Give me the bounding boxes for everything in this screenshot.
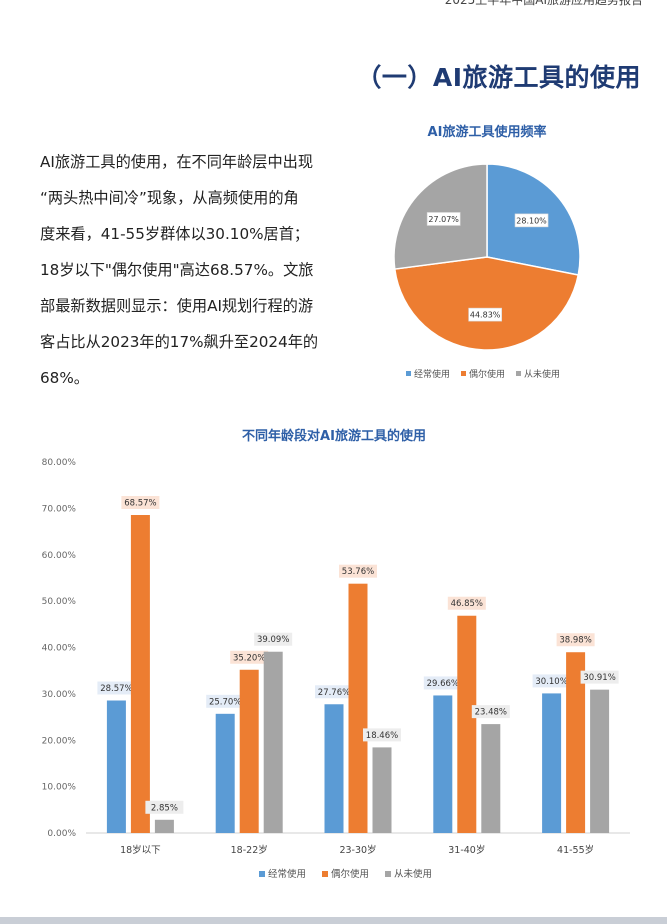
pie-legend-label: 从未使用: [524, 368, 560, 380]
bar-data-label: 30.91%: [583, 673, 615, 683]
y-tick-label: 60.00%: [42, 551, 77, 561]
bar-label-box: [121, 496, 160, 510]
pie-chart: AI旅游工具使用频率 28.10% 44.83% 27.07% 经常使用 偶尔使用 从未…: [393, 124, 581, 380]
bar-chart-title: 不同年龄段对AI旅游工具的使用: [242, 428, 426, 444]
body-paragraph: AI旅游工具的使用，在不同年龄层中出现 “两头热中间冷”现象，从高频使用的角 度…: [40, 144, 360, 396]
x-tick-label: 41-55岁: [557, 844, 594, 856]
pie-data-label: 44.83%: [470, 311, 501, 320]
page-header: 2025上半年中国AI旅游应用趋势报告: [0, 0, 667, 10]
pie-legend-label: 经常使用: [414, 368, 450, 380]
bar-data-label: 38.98%: [559, 636, 591, 646]
bar-legend-label: 偶尔使用: [331, 868, 369, 880]
bar-label-box: [230, 650, 269, 664]
y-tick-label: 20.00%: [42, 736, 77, 746]
bar-label-box: [145, 800, 184, 814]
pie-chart-title: AI旅游工具使用频率: [428, 124, 547, 140]
bar-data-label: 46.85%: [451, 599, 483, 609]
bar-label-box: [254, 632, 293, 646]
page-bottom-bar: [0, 917, 667, 924]
bar-label-box: [532, 674, 571, 688]
pie-legend-label: 偶尔使用: [469, 368, 505, 380]
body-line: 度来看，41-55岁群体以30.10%居首；: [40, 225, 310, 243]
y-tick-label: 70.00%: [42, 504, 77, 514]
pie-legend-swatch: [461, 371, 466, 376]
bar-data-label: 27.76%: [318, 688, 350, 698]
body-line: AI旅游工具的使用，在不同年龄层中出现: [40, 153, 314, 171]
body-line: “两头热中间冷”现象，从高频使用的角: [40, 189, 299, 207]
bar-1: [215, 713, 235, 833]
bar-2: [457, 615, 477, 833]
pie-label-box: [514, 213, 549, 228]
bar-3: [154, 819, 174, 833]
bar-label-box: [423, 676, 462, 690]
bar-marks: 28.57% 68.57% 2.85% 25.70% 35.20% 39.09% 27.76…: [97, 496, 619, 833]
bar-legend-swatch: [259, 871, 265, 877]
bar-label-box: [315, 685, 353, 699]
bar-data-label: 18.46%: [366, 731, 398, 741]
body-line: 68%。: [40, 369, 89, 387]
bar-data-label: 35.20%: [233, 653, 265, 663]
pie-slices: 28.10% 44.83% 27.07%: [393, 163, 581, 351]
bar-data-label: 30.10%: [535, 677, 567, 687]
pie-legend: 经常使用 偶尔使用 从未使用: [406, 368, 560, 380]
bar-data-label: 28.57%: [100, 684, 132, 694]
bar-label-box: [363, 728, 401, 742]
bar-3: [263, 651, 283, 833]
pie-data-label: 28.10%: [516, 216, 547, 225]
bar-data-label: 23.48%: [475, 708, 507, 718]
bar-label-box: [339, 564, 377, 578]
bar-1: [542, 693, 562, 833]
bar-label-box: [97, 681, 136, 695]
bar-label-box: [447, 596, 486, 610]
section-title: （一）AI旅游工具的使用: [356, 63, 641, 92]
y-tick-label: 50.00%: [42, 597, 77, 607]
body-line: 客占比从2023年的17%飙升至2024年的: [40, 333, 319, 351]
bar-chart: 不同年龄段对AI旅游工具的使用 0.00% 10.00% 20.00% 30.00% 4…: [42, 428, 630, 880]
bar-2: [130, 515, 150, 833]
pie-label-box: [468, 307, 502, 322]
bar-2: [566, 652, 586, 833]
bar-legend-swatch: [322, 871, 328, 877]
y-tick-label: 30.00%: [42, 690, 77, 700]
body-line: 部最新数据则显示：使用AI规划行程的游: [40, 297, 314, 315]
bar-legend-swatch: [385, 871, 391, 877]
x-tick-label: 18岁以下: [120, 844, 161, 856]
bar-data-label: 29.66%: [427, 679, 459, 689]
y-tick-label: 0.00%: [47, 829, 76, 839]
bar-label-box: [556, 633, 595, 647]
bar-3: [481, 724, 501, 833]
bar-data-label: 53.76%: [342, 567, 374, 577]
bar-label-box: [206, 694, 245, 708]
y-tick-label: 80.00%: [42, 458, 77, 468]
pie-legend-swatch: [516, 371, 521, 376]
bar-3: [590, 689, 610, 833]
x-tick-label: 18-22岁: [231, 844, 268, 856]
bar-label-box: [471, 705, 510, 719]
body-line: 18岁以下"偶尔使用"高达68.57%。文旅: [40, 261, 314, 279]
running-title: 2025上半年中国AI旅游应用趋势报告: [444, 0, 643, 7]
bar-1: [433, 695, 453, 833]
bar-1: [324, 704, 344, 833]
bar-legend: 经常使用 偶尔使用 从未使用: [259, 868, 432, 880]
bar-data-label: 39.09%: [257, 635, 289, 645]
pie-label-box: [426, 212, 461, 226]
x-tick-label: 23-30岁: [339, 844, 376, 856]
bar-label-box: [580, 670, 619, 684]
x-tick-label: 31-40岁: [448, 844, 485, 856]
bar-1: [106, 700, 126, 833]
bar-legend-label: 从未使用: [394, 868, 432, 880]
bar-3: [372, 747, 392, 833]
pie-data-label: 27.07%: [428, 215, 459, 224]
bar-axis: 0.00% 10.00% 20.00% 30.00% 40.00% 50.00% 60.00…: [42, 458, 630, 856]
bar-2: [348, 583, 368, 833]
bar-2: [239, 669, 259, 833]
bar-data-label: 68.57%: [124, 499, 156, 509]
bar-data-label: 2.85%: [151, 803, 178, 813]
pie-slice-2: [393, 256, 580, 351]
bar-legend-label: 经常使用: [268, 868, 306, 880]
pie-legend-swatch: [406, 371, 411, 376]
bar-data-label: 25.70%: [209, 697, 241, 707]
y-tick-label: 10.00%: [42, 783, 77, 793]
y-tick-label: 40.00%: [42, 644, 77, 654]
